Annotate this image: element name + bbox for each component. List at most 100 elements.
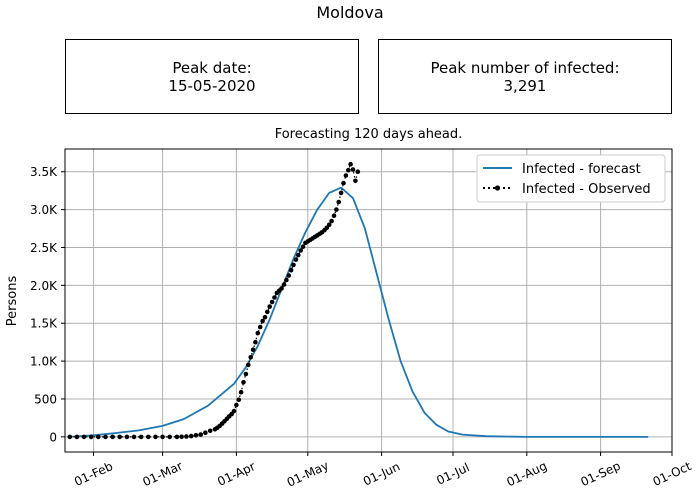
observed-point (103, 434, 108, 440)
observed-point (291, 262, 296, 268)
observed-point (353, 178, 358, 184)
observed-point (260, 318, 265, 324)
peak-infected-value: 3,291 (503, 76, 547, 95)
observed-point (153, 434, 158, 440)
y-tick-label: 0 (49, 430, 57, 444)
peak-date-box: Peak date: 15-05-2020 (65, 39, 359, 114)
observed-point (117, 434, 122, 440)
y-tick-label: 2.5K (30, 241, 58, 255)
y-axis-ticks: 0 500 1.0K 1.5K 2.0K 2.5K 3.0K 3.5K (30, 165, 65, 444)
observed-point (174, 434, 180, 440)
y-axis-label: Persons (5, 276, 20, 327)
observed-point (288, 267, 294, 273)
observed-point (184, 434, 189, 439)
observed-point (67, 434, 73, 440)
observed-point (160, 434, 165, 440)
plot-frame (64, 148, 673, 453)
observed-point (262, 314, 268, 320)
observed-point (334, 207, 339, 212)
observed-point (131, 434, 137, 440)
observed-point (272, 295, 277, 300)
observed-point (257, 324, 263, 330)
y-tick-label: 3.5K (30, 165, 58, 179)
observed-point (329, 218, 334, 224)
observed-point (243, 371, 249, 377)
observed-point (338, 190, 344, 196)
observed-point (348, 161, 353, 167)
observed-point (234, 402, 239, 408)
observed-point (253, 339, 258, 345)
y-tick-label: 1.5K (30, 317, 58, 331)
y-tick-label: 3.0K (30, 203, 58, 217)
legend-box (476, 154, 666, 203)
observed-point (248, 355, 253, 360)
observed-point (246, 362, 251, 368)
observed-point (146, 434, 151, 440)
observed-point (88, 434, 94, 440)
legend-observed-marker (494, 185, 501, 191)
observed-point (193, 433, 199, 438)
x-axis-ticks: 01-Feb 01-Mar 01-Apr 01-May 01-Jun 01-Jul 01-A… (72, 452, 694, 490)
observed-point (167, 434, 172, 440)
observed-point (284, 277, 289, 283)
x-tick-label: 01-Jun (361, 459, 402, 488)
observed-point (250, 347, 256, 353)
x-tick-label: 01-Feb (72, 459, 115, 489)
observed-point (241, 380, 246, 385)
x-tick-label: 01-Jul (434, 460, 471, 487)
observed-point (341, 180, 346, 186)
observed-point (74, 434, 80, 440)
observed-point (96, 434, 101, 440)
observed-point (238, 389, 244, 395)
peak-date-label: Peak date: (172, 58, 252, 77)
peak-date-value: 15-05-2020 (168, 76, 256, 95)
observed-point (265, 309, 270, 315)
observed-point (346, 167, 351, 173)
figure-title: Moldova (316, 3, 384, 22)
observed-point (267, 304, 273, 309)
observed-point (336, 199, 342, 205)
observed-point (269, 299, 275, 305)
x-tick-label: 01-Mar (140, 459, 184, 490)
chart-title: Forecasting 120 days ahead. (274, 127, 463, 142)
observed-point (343, 173, 349, 178)
observed-point (281, 282, 287, 287)
observed-point (279, 286, 284, 291)
x-tick-label: 01-Apr (215, 459, 257, 489)
observed-point (296, 252, 301, 258)
observed-point (124, 434, 130, 440)
observed-point (138, 434, 144, 440)
y-tick-label: 1.0K (30, 355, 58, 369)
legend-forecast-label: Infected - forecast (522, 162, 641, 177)
observed-point (203, 430, 208, 436)
forecast-series (69, 186, 649, 438)
y-tick-label: 2.0K (30, 279, 58, 293)
observed-point (350, 167, 356, 172)
x-tick-label: 01-May (285, 458, 331, 489)
observed-point (188, 433, 194, 439)
observed-point (331, 213, 337, 218)
legend-observed-label: Infected - Observed (522, 182, 651, 197)
x-tick-label: 01-Aug (504, 459, 549, 490)
y-tick-label: 500 (34, 392, 57, 406)
x-tick-label: 01-Oct (651, 459, 694, 489)
forecast-line (69, 186, 649, 438)
observed-point (81, 434, 87, 440)
observed-point (179, 434, 184, 440)
x-tick-label: 01-Sep (578, 459, 622, 490)
observed-point (286, 273, 292, 278)
observed-point (355, 169, 361, 174)
observed-point (198, 432, 203, 437)
peak-infected-label: Peak number of infected: (430, 58, 620, 77)
observed-point (236, 397, 242, 403)
observed-point (298, 248, 304, 253)
observed-point (293, 257, 299, 262)
observed-line (69, 162, 359, 438)
observed-point (326, 222, 332, 228)
observed-point (231, 408, 237, 414)
legend: Infected - forecast Infected - Observed (476, 154, 666, 203)
peak-infected-box: Peak number of infected: 3,291 (378, 39, 672, 114)
observed-point (300, 244, 306, 249)
observed-point (207, 428, 213, 434)
